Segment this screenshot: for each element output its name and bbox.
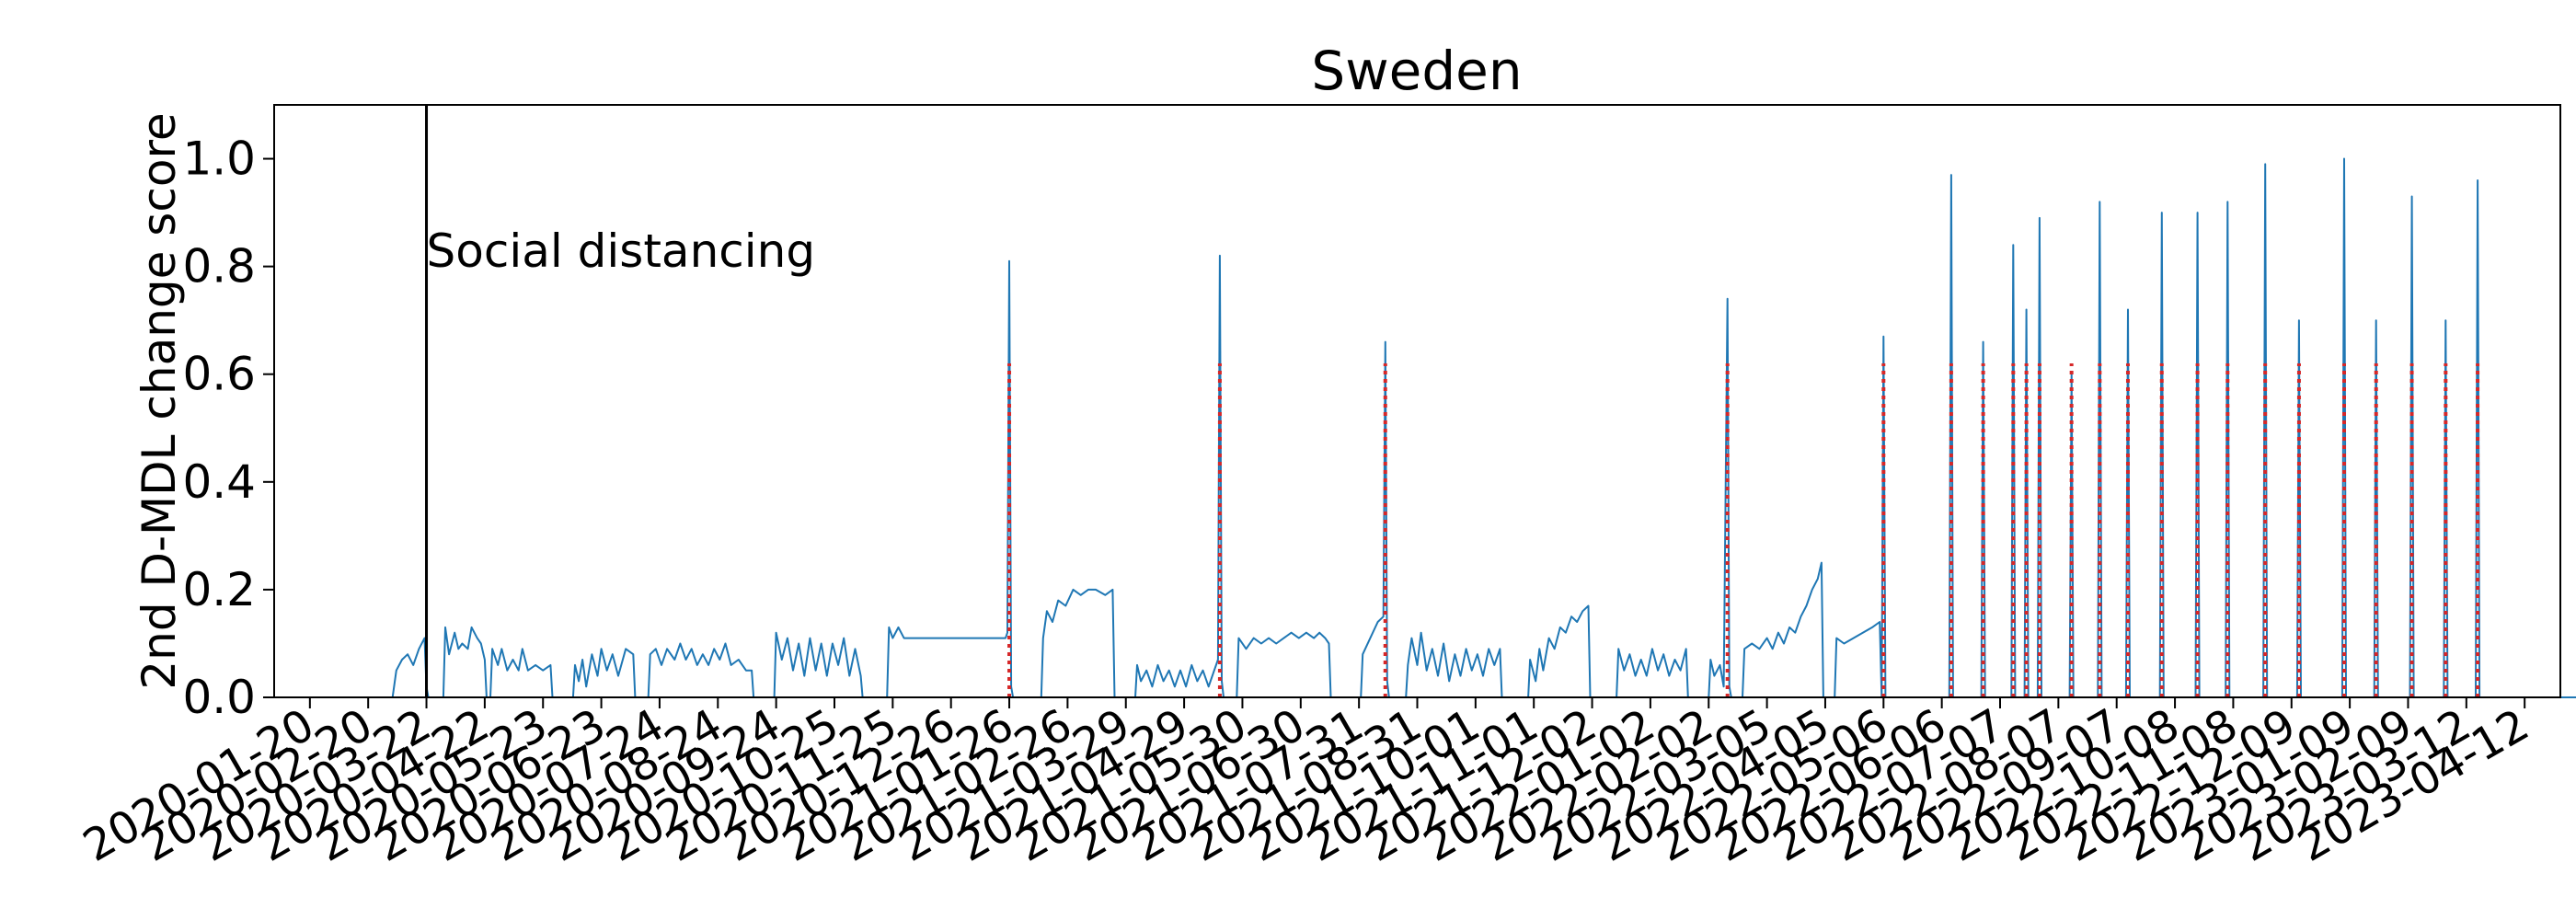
x-axis: 2020-01-202020-02-202020-03-222020-04-22…: [75, 697, 2537, 872]
y-tick-label-0: 0.0: [182, 671, 256, 724]
y-axis: 0.0 0.2 0.4 0.6 0.8 1.0: [182, 132, 274, 724]
y-tick-label-4: 0.8: [182, 240, 256, 293]
y-tick-label-3: 0.6: [182, 348, 256, 401]
plot-area: Social distancing: [273, 104, 2576, 698]
y-tick-label-1: 0.2: [182, 563, 256, 616]
chart-title: Sweden: [1311, 40, 1522, 102]
event-label: Social distancing: [427, 224, 816, 278]
y-tick-label-2: 0.4: [182, 455, 256, 509]
y-tick-label-5: 1.0: [182, 132, 256, 186]
y-axis-label: 2nd D-MDL change score: [132, 112, 186, 689]
